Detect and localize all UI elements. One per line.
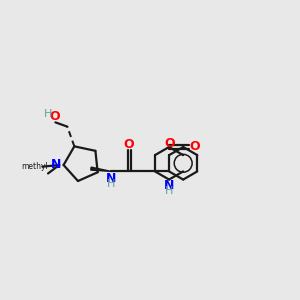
Text: N: N <box>164 179 174 192</box>
Text: O: O <box>190 140 200 154</box>
Text: methyl: methyl <box>22 162 49 171</box>
Text: O: O <box>50 110 60 123</box>
Text: O: O <box>165 136 176 149</box>
Text: N: N <box>105 172 116 184</box>
Text: H: H <box>165 186 173 196</box>
Text: H: H <box>44 109 52 119</box>
Text: H: H <box>106 179 115 189</box>
Text: O: O <box>124 138 134 151</box>
Polygon shape <box>91 167 111 171</box>
Text: N: N <box>51 158 62 171</box>
